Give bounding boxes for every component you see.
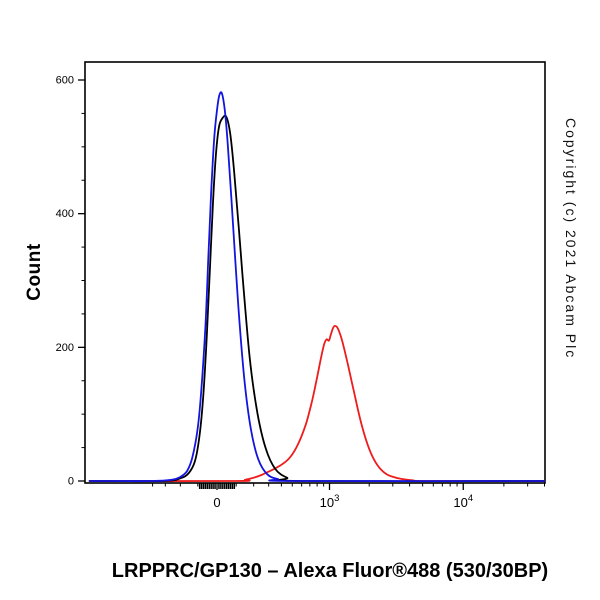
y-axis-label: Count — [24, 243, 45, 301]
y-tick-label: 0 — [68, 476, 74, 488]
y-tick-label: 400 — [56, 208, 74, 220]
chart-title: LRPPRC/GP130 – Alexa Fluor®488 (530/30BP… — [112, 560, 548, 582]
x-tick-label: 104 — [453, 493, 473, 510]
y-tick-label: 200 — [56, 342, 74, 354]
curves — [88, 91, 545, 483]
x-tick-label: 0 — [213, 495, 220, 510]
x-tick-label: 103 — [320, 493, 340, 510]
y-tick-label: 600 — [56, 75, 74, 87]
curve-blue-curve — [88, 91, 545, 483]
copyright-text: Copyright (c) 2021 Abcam Plc — [563, 118, 579, 359]
curve-red-curve — [88, 325, 545, 482]
curve-black-curve — [88, 114, 545, 483]
x-axis-ticks: 0 103 104 — [152, 483, 546, 510]
plot-border — [84, 61, 546, 484]
y-axis-ticks: 0 200 400 600 — [56, 75, 85, 488]
